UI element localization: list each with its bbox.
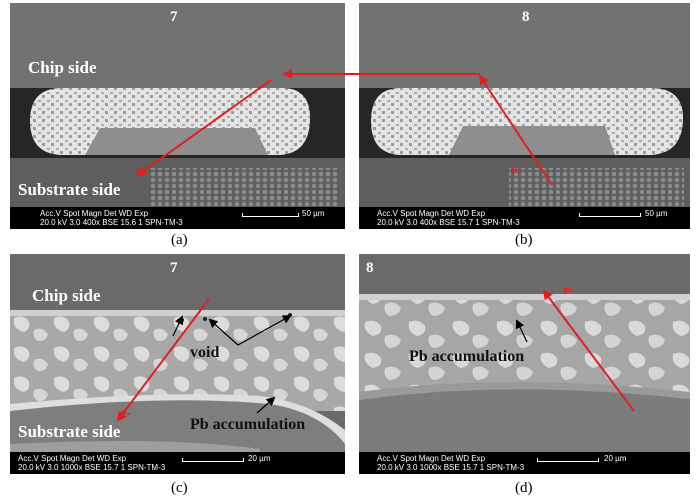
caption-b: (b) (515, 232, 533, 248)
caption-d: (d) (515, 480, 533, 496)
databar-values: 20.0 kV 3.0 400x BSE 15.6 1 SPN-TM-3 (40, 218, 183, 227)
scale-bar (579, 213, 641, 217)
caption-c: (c) (171, 480, 188, 496)
databar-header: Acc.V Spot Magn Det WD Exp (377, 209, 486, 218)
databar-header: Acc.V Spot Magn Det WD Exp (40, 209, 149, 218)
scale-bar-label: 50 µm (302, 209, 325, 218)
databar-values: 20.0 kV 3.0 1000x BSE 15.7 1 SPN-TM-3 (18, 463, 166, 472)
electron-label: e- (511, 162, 522, 176)
scale-bar (242, 213, 299, 217)
void-label: void (190, 344, 220, 361)
scale-bar-label: 20 µm (604, 454, 627, 463)
scale-bar-label: 50 µm (645, 209, 668, 218)
sem-databar: Acc.V Spot Magn Det WD Exp 20.0 kV 3.0 4… (359, 207, 690, 229)
scale-bar (537, 458, 599, 462)
databar-header: Acc.V Spot Magn Det WD Exp (18, 454, 127, 463)
pb-accumulation-label: Pb accumulation (409, 348, 525, 365)
sem-panel-c: 7 Chip side Substrate side void Pb accum… (10, 254, 345, 474)
panel-number: 8 (366, 260, 374, 276)
sem-panel-a: 7 Chip side Substrate side e- Acc.V Spot… (10, 3, 345, 229)
sem-databar: Acc.V Spot Magn Det WD Exp 20.0 kV 3.0 4… (10, 207, 345, 229)
substrate-side-label: Substrate side (18, 180, 121, 199)
panel-number: 8 (522, 9, 530, 25)
databar-values: 20.0 kV 3.0 400x BSE 15.7 1 SPN-TM-3 (377, 218, 520, 227)
pb-accumulation-label: Pb accumulation (190, 416, 306, 433)
sem-panel-b: 8 e- Acc.V Spot Magn Det WD Exp 20.0 kV … (359, 3, 690, 229)
electron-label: e- (563, 283, 574, 297)
chip-side-label: Chip side (28, 58, 97, 77)
electron-label: e- (120, 406, 131, 420)
sem-databar: Acc.V Spot Magn Det WD Exp 20.0 kV 3.0 1… (10, 452, 345, 474)
scale-bar-label: 20 µm (248, 454, 271, 463)
chip-side-label: Chip side (32, 286, 101, 305)
databar-header: Acc.V Spot Magn Det WD Exp (377, 454, 486, 463)
panel-number: 7 (170, 260, 178, 276)
databar-values: 20.0 kV 3.0 1000x BSE 15.7 1 SPN-TM-3 (377, 463, 525, 472)
sem-panel-d: 8 Pb accumulation e- Acc.V Spot Magn Det… (359, 254, 690, 474)
electron-label: e- (136, 165, 147, 179)
sem-databar: Acc.V Spot Magn Det WD Exp 20.0 kV 3.0 1… (359, 452, 690, 474)
substrate-side-label: Substrate side (18, 422, 121, 441)
panel-number: 7 (170, 9, 178, 25)
sem-image-b (359, 3, 690, 229)
scale-bar (182, 458, 244, 462)
caption-a: (a) (171, 232, 188, 248)
